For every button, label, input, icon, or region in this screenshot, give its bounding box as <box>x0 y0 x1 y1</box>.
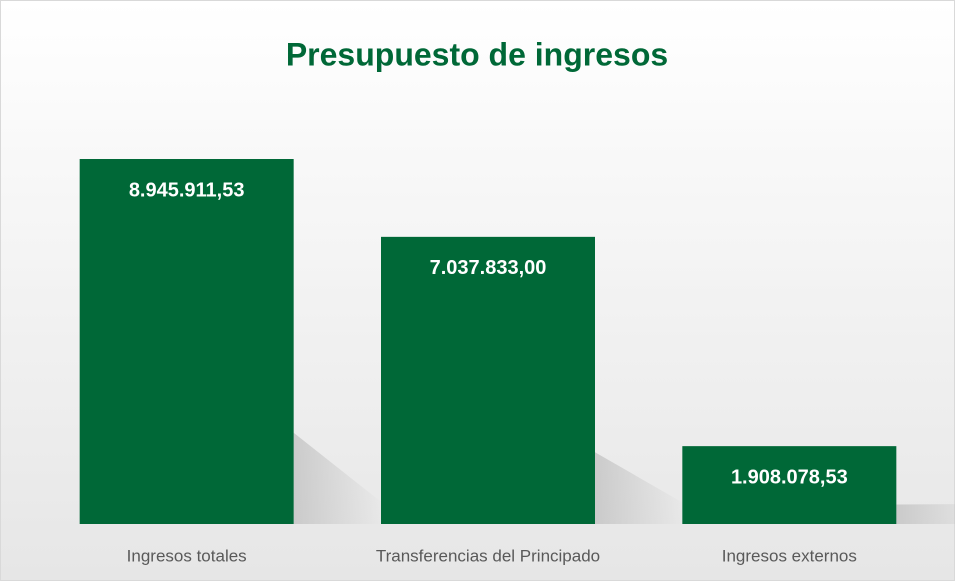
bar <box>381 236 595 524</box>
data-label: 1.908.078,53 <box>731 466 848 488</box>
x-tick-label: Transferencias del Principado <box>376 546 600 565</box>
x-tick-label: Ingresos externos <box>722 546 857 565</box>
bar-shadow <box>293 432 384 524</box>
data-label: 7.037.833,00 <box>430 257 547 279</box>
bar <box>682 446 897 524</box>
bar-shadow <box>595 452 685 524</box>
bar-shadow <box>896 504 955 524</box>
data-label: 8.945.911,53 <box>129 179 245 201</box>
bar <box>79 159 294 524</box>
x-tick-label: Ingresos totales <box>127 546 247 565</box>
chart-title: Presupuesto de ingresos <box>286 36 668 72</box>
